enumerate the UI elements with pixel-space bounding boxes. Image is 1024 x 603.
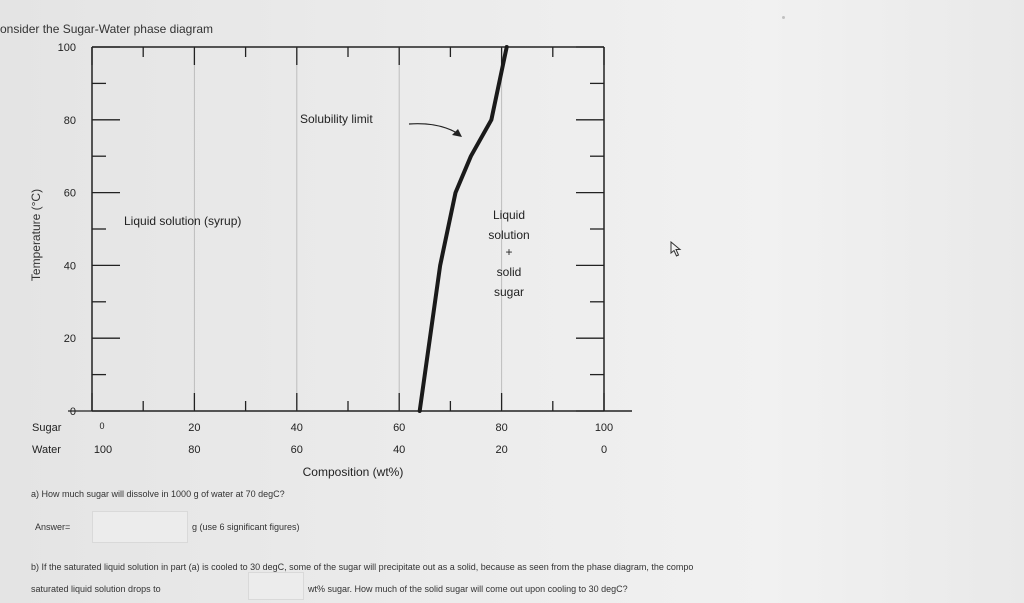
water-tick-label: 100 — [94, 444, 112, 456]
question-b-line1: b) If the saturated liquid solution in p… — [31, 562, 694, 572]
answer-units: g (use 6 significant figures) — [192, 522, 300, 532]
sugar-tick-label: 0 — [99, 421, 104, 431]
solubility-limit-label: Solubility limit — [300, 112, 373, 126]
region-mixed-label: Liquid solution + solid sugar — [488, 208, 529, 299]
mouse-pointer-icon — [670, 241, 682, 257]
answer-label: Answer= — [35, 522, 71, 532]
decorative-dot — [782, 16, 785, 19]
water-row-label: Water — [32, 444, 61, 456]
region-mixed-line: solid — [497, 265, 522, 279]
water-tick-label: 0 — [601, 444, 607, 456]
sugar-tick-label: 80 — [495, 422, 507, 434]
plot-frame — [91, 46, 632, 412]
composition-input[interactable] — [248, 572, 304, 600]
region-mixed-line: sugar — [494, 285, 524, 299]
region-syrup-label: Liquid solution (syrup) — [124, 214, 241, 228]
y-tick-label: 60 — [64, 188, 76, 200]
region-mixed-line: + — [505, 245, 512, 259]
y-tick-label: 100 — [58, 42, 76, 54]
sugar-row-label: Sugar — [32, 422, 62, 434]
sugar-tick-label: 60 — [393, 422, 405, 434]
sugar-tick-label: 100 — [595, 422, 613, 434]
water-tick-label: 20 — [495, 444, 507, 456]
question-a: a) How much sugar will dissolve in 1000 … — [31, 489, 285, 499]
solubility-label-arrow — [408, 123, 458, 134]
region-mixed-line: Liquid — [493, 208, 525, 222]
sugar-tick-label: 20 — [188, 422, 200, 434]
sugar-tick-label: 40 — [291, 422, 303, 434]
y-tick-label: 0 — [70, 406, 76, 418]
x-tick-labels: 20 40 60 80 100 0 100 80 60 40 20 0 — [94, 421, 613, 456]
y-axis-label: Temperature (°C) — [29, 189, 43, 281]
page-heading: onsider the Sugar-Water phase diagram — [0, 22, 213, 36]
region-mixed-line: solution — [488, 228, 529, 242]
y-tick-label: 20 — [64, 333, 76, 345]
question-b-line2-pre: saturated liquid solution drops to — [31, 584, 161, 594]
y-tick-label: 40 — [64, 260, 76, 272]
x-axis-label: Composition (wt%) — [303, 465, 404, 479]
answer-input[interactable] — [92, 511, 188, 543]
arrowhead — [452, 129, 462, 137]
solubility-curve — [417, 45, 509, 413]
water-tick-label: 40 — [393, 444, 405, 456]
y-tick-labels: 100 80 60 40 20 0 — [58, 42, 76, 418]
y-tick-label: 80 — [64, 115, 76, 127]
question-b-line2-post: wt% sugar. How much of the solid sugar w… — [308, 584, 628, 594]
water-tick-label: 60 — [291, 444, 303, 456]
water-tick-label: 80 — [188, 444, 200, 456]
